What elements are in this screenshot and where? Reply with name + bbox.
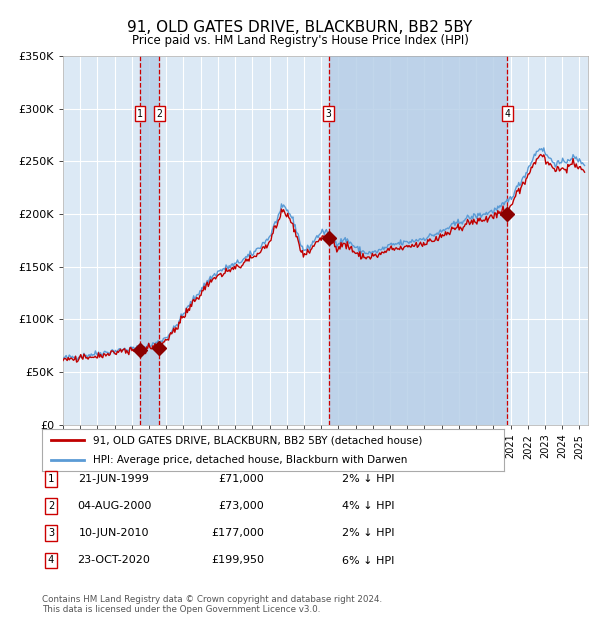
Text: This data is licensed under the Open Government Licence v3.0.: This data is licensed under the Open Gov… xyxy=(42,604,320,614)
Text: 91, OLD GATES DRIVE, BLACKBURN, BB2 5BY: 91, OLD GATES DRIVE, BLACKBURN, BB2 5BY xyxy=(127,20,473,35)
Text: 2: 2 xyxy=(156,108,162,119)
Text: 4% ↓ HPI: 4% ↓ HPI xyxy=(342,501,395,511)
Text: 1: 1 xyxy=(137,108,143,119)
Text: 21-JUN-1999: 21-JUN-1999 xyxy=(79,474,149,484)
Text: 3: 3 xyxy=(326,108,332,119)
Text: 23-OCT-2020: 23-OCT-2020 xyxy=(77,556,151,565)
Text: 4: 4 xyxy=(505,108,510,119)
Text: 10-JUN-2010: 10-JUN-2010 xyxy=(79,528,149,538)
Bar xyxy=(140,56,159,425)
Text: 6% ↓ HPI: 6% ↓ HPI xyxy=(342,556,394,565)
Text: £71,000: £71,000 xyxy=(218,474,264,484)
Text: 2% ↓ HPI: 2% ↓ HPI xyxy=(342,474,395,484)
Text: £177,000: £177,000 xyxy=(211,528,264,538)
Bar xyxy=(329,56,507,425)
Text: £199,950: £199,950 xyxy=(211,556,264,565)
Text: 3: 3 xyxy=(48,528,54,538)
Text: 4: 4 xyxy=(48,556,54,565)
Text: 1: 1 xyxy=(48,474,54,484)
Text: 2: 2 xyxy=(48,501,54,511)
Text: 91, OLD GATES DRIVE, BLACKBURN, BB2 5BY (detached house): 91, OLD GATES DRIVE, BLACKBURN, BB2 5BY … xyxy=(93,435,422,445)
Text: 2% ↓ HPI: 2% ↓ HPI xyxy=(342,528,395,538)
Text: Price paid vs. HM Land Registry's House Price Index (HPI): Price paid vs. HM Land Registry's House … xyxy=(131,34,469,47)
Text: HPI: Average price, detached house, Blackburn with Darwen: HPI: Average price, detached house, Blac… xyxy=(93,455,407,465)
Text: £73,000: £73,000 xyxy=(218,501,264,511)
Text: Contains HM Land Registry data © Crown copyright and database right 2024.: Contains HM Land Registry data © Crown c… xyxy=(42,595,382,604)
Text: 04-AUG-2000: 04-AUG-2000 xyxy=(77,501,151,511)
